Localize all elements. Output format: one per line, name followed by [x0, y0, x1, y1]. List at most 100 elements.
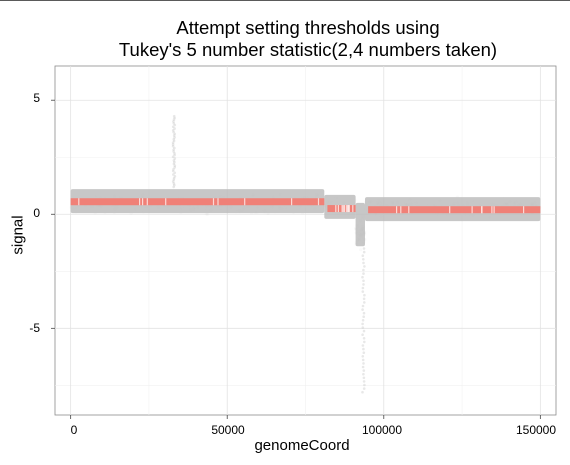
- outlier-point: [361, 358, 365, 362]
- outlier-point: [362, 261, 365, 265]
- threshold-gap: [165, 198, 167, 206]
- top-border-line: [0, 0, 570, 1]
- y-tick-label: 5: [33, 91, 40, 105]
- threshold-gap: [471, 206, 473, 214]
- threshold-points: [70, 198, 541, 214]
- threshold-gap: [400, 206, 402, 214]
- outlier-point: [362, 250, 366, 254]
- outlier-point: [363, 265, 366, 268]
- outlier-point: [172, 185, 175, 189]
- outlier-point: [172, 148, 175, 152]
- outlier-point: [173, 116, 176, 120]
- outlier-point: [173, 183, 176, 187]
- minor-gridlines: [55, 66, 556, 415]
- outlier-point: [361, 290, 365, 293]
- outlier-point: [363, 293, 366, 297]
- outlier-point: [171, 125, 175, 129]
- threshold-gap: [481, 206, 483, 214]
- outlier-point: [173, 136, 176, 139]
- outlier-point: [172, 167, 175, 171]
- x-tick-label: 50000: [211, 423, 245, 437]
- outlier-point: [173, 146, 176, 150]
- threshold-gap: [523, 206, 525, 214]
- outlier-point: [171, 169, 175, 173]
- outlier-point: [172, 159, 176, 162]
- outlier-point: [361, 286, 365, 290]
- outlier-point: [172, 173, 175, 176]
- outlier-point: [362, 329, 366, 333]
- outlier-point: [361, 275, 364, 279]
- y-tick-label: 0: [33, 206, 40, 220]
- outlier-point: [173, 160, 176, 164]
- threshold-gap: [142, 198, 144, 206]
- outlier-point: [363, 383, 366, 387]
- outlier-point: [361, 355, 365, 358]
- outlier-point: [171, 141, 175, 144]
- outlier-point: [173, 132, 176, 136]
- outlier-point: [172, 139, 176, 143]
- threshold-gap: [212, 198, 215, 206]
- outlier-point: [362, 279, 365, 283]
- x-axis-label: genomeCoord: [254, 437, 350, 454]
- outlier-point: [362, 347, 365, 351]
- outlier-point: [172, 130, 175, 134]
- threshold-segment: [368, 206, 541, 214]
- outlier-point: [362, 311, 366, 315]
- outlier-point: [362, 351, 366, 355]
- x-tick-label: 0: [70, 423, 78, 437]
- threshold-gap: [348, 205, 350, 213]
- chart-title: Attempt setting thresholds using: [176, 17, 440, 38]
- threshold-gap: [491, 206, 493, 214]
- outlier-point: [362, 369, 366, 372]
- outlier-point: [362, 297, 366, 301]
- outlier-point: [172, 162, 176, 166]
- outlier-point: [172, 134, 176, 137]
- outlier-point: [171, 180, 175, 183]
- outlier-point: [362, 268, 365, 272]
- outlier-point: [172, 150, 175, 153]
- threshold-gap: [347, 205, 349, 213]
- outlier-point: [361, 308, 364, 311]
- outlier-point: [361, 333, 364, 337]
- y-tick-label: -5: [29, 321, 40, 335]
- threshold-gap: [217, 198, 219, 206]
- threshold-gap: [493, 206, 495, 214]
- raw-band: [355, 202, 365, 247]
- x-tick-label: 100000: [361, 423, 403, 437]
- outlier-point: [172, 178, 176, 182]
- outlier-point: [173, 157, 177, 160]
- outlier-point: [361, 326, 365, 329]
- outlier-point: [362, 380, 366, 383]
- outlier-point: [172, 122, 176, 125]
- outlier-point: [173, 171, 177, 175]
- outlier-point: [361, 254, 365, 257]
- outlier-point: [361, 365, 365, 369]
- outlier-point: [171, 129, 175, 132]
- outlier-point: [173, 127, 176, 130]
- threshold-gap: [352, 205, 354, 213]
- threshold-segment: [70, 198, 325, 206]
- outlier-point: [172, 120, 175, 123]
- outlier-point: [362, 387, 366, 390]
- outlier-point: [171, 155, 175, 159]
- outlier-point: [361, 344, 365, 347]
- threshold-gap: [396, 206, 398, 214]
- outlier-point: [362, 283, 365, 286]
- outlier-point: [172, 137, 176, 141]
- outlier-point: [361, 322, 364, 326]
- raw-point: [359, 248, 363, 252]
- threshold-gap: [317, 198, 320, 206]
- outlier-point: [362, 362, 365, 365]
- outlier-point: [362, 258, 365, 261]
- threshold-gap: [139, 198, 141, 206]
- outlier-point: [172, 176, 176, 180]
- outlier-point: [362, 376, 366, 380]
- outlier-point: [362, 372, 365, 376]
- outlier-point: [173, 152, 176, 155]
- outlier-point: [171, 144, 175, 148]
- chart-subtitle: Tukey's 5 number statistic(2,4 numbers t…: [118, 39, 498, 60]
- axis-ticks: [51, 99, 541, 419]
- threshold-gap: [346, 205, 348, 213]
- outlier-point: [173, 153, 176, 157]
- threshold-gap: [244, 198, 246, 206]
